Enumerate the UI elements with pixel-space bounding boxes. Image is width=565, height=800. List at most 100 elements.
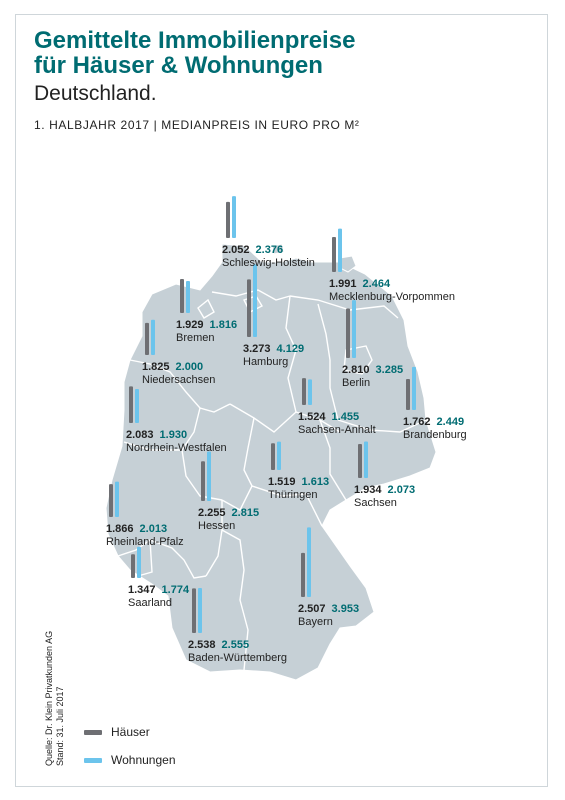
- value-wohnungen: 1.816: [209, 319, 238, 331]
- value-wohnungen: 3.285: [375, 364, 404, 376]
- region-values: 1.519 1.613: [268, 476, 329, 489]
- border-he-bw: [205, 500, 223, 577]
- value-wohnungen: 3.953: [331, 603, 360, 615]
- region-values: 1.347 1.774: [128, 584, 189, 597]
- legend-item-wohnungen: Wohnungen: [84, 752, 176, 768]
- region-name: Hessen: [198, 520, 236, 532]
- region-values: 1.762 2.449: [403, 416, 467, 429]
- value-haeuser: 1.524: [298, 411, 326, 423]
- value-wohnungen: 2.013: [139, 523, 168, 535]
- legend-label-haeuser: Häuser: [111, 725, 150, 739]
- value-wohnungen: 1.774: [161, 584, 190, 596]
- bar-haeuser-sachsen-anhalt: [302, 378, 306, 405]
- value-wohnungen: 2.376: [255, 244, 284, 256]
- border-rp-bw: [149, 539, 207, 579]
- region-label-schleswig-holstein: 2.052 2.376 Schleswig-Holstein: [222, 244, 315, 270]
- value-wohnungen: 1.613: [301, 476, 330, 488]
- value-haeuser: 2.255: [198, 507, 226, 519]
- region-values: 3.273 4.129: [243, 343, 304, 356]
- legend-item-haeuser: Häuser: [84, 724, 176, 740]
- border-st-bb: [317, 303, 339, 421]
- border-bw-by: [221, 529, 249, 671]
- region-name: Bremen: [176, 332, 215, 344]
- title: Gemittelte Immobilienpreise für Häuser &…: [34, 28, 355, 78]
- bar-haeuser-schleswig-holstein: [226, 201, 230, 238]
- bar-wohnungen-mecklenburg-vorpommen: [338, 228, 342, 272]
- bar-haeuser-bayern: [301, 552, 305, 597]
- bar-haeuser-nordrhein-westfalen: [129, 386, 133, 423]
- value-wohnungen: 2.073: [387, 484, 416, 496]
- region-name: Saarland: [128, 597, 173, 609]
- bar-wohnungen-sachsen-anhalt: [308, 379, 312, 405]
- bar-haeuser-hamburg: [247, 279, 251, 337]
- legend: Häuser Wohnungen: [84, 724, 176, 780]
- value-haeuser: 1.991: [329, 278, 357, 290]
- region-label-niedersachsen: 1.825 2.000 Niedersachsen: [142, 361, 215, 387]
- bar-wohnungen-saarland: [137, 546, 141, 578]
- period-unit-line: 1. HALBJAHR 2017 | MEDIANPREIS IN EURO P…: [34, 118, 360, 132]
- region-label-bremen: 1.929 1.816 Bremen: [176, 319, 237, 345]
- value-haeuser: 3.273: [243, 343, 271, 355]
- bar-wohnungen-schleswig-holstein: [232, 196, 236, 238]
- source-line-2: Stand: 31. Juli 2017: [55, 686, 65, 766]
- region-values: 2.083 1.930: [126, 429, 227, 442]
- region-name: Niedersachsen: [142, 374, 216, 386]
- title-line-2: für Häuser & Wohnungen: [34, 52, 323, 79]
- value-haeuser: 1.866: [106, 523, 134, 535]
- value-haeuser: 2.810: [342, 364, 370, 376]
- bar-haeuser-saarland: [131, 554, 135, 578]
- value-haeuser: 1.519: [268, 476, 296, 488]
- region-values: 2.255 2.815: [198, 507, 259, 520]
- border-ni-st: [285, 295, 297, 413]
- region-label-sachsen: 1.934 2.073 Sachsen: [354, 484, 415, 510]
- bar-wohnungen-hessen: [207, 451, 211, 501]
- region-values: 1.825 2.000: [142, 361, 215, 374]
- value-wohnungen: 2.555: [221, 639, 250, 651]
- bar-wohnungen-bayern: [307, 527, 311, 597]
- bar-wohnungen-baden-württemberg: [198, 588, 202, 633]
- bar-haeuser-niedersachsen: [145, 322, 149, 355]
- region-label-nordrhein-westfalen: 2.083 1.930 Nordrhein-Westfalen: [126, 429, 227, 455]
- region-label-brandenburg: 1.762 2.449 Brandenburg: [403, 416, 467, 442]
- value-haeuser: 2.052: [222, 244, 250, 256]
- region-name: Berlin: [342, 377, 371, 389]
- title-line-1: Gemittelte Immobilienpreise: [34, 27, 356, 54]
- bar-wohnungen-rheinland-pfalz: [115, 481, 119, 517]
- bar-wohnungen-sachsen: [364, 441, 368, 478]
- region-label-hamburg: 3.273 4.129 Hamburg: [243, 343, 304, 369]
- border-he-th: [243, 417, 255, 487]
- region-name: Bayern: [298, 616, 333, 628]
- value-wohnungen: 2.000: [175, 361, 204, 373]
- legend-swatch-haeuser: [84, 729, 102, 735]
- bar-wohnungen-brandenburg: [412, 366, 416, 410]
- region-label-berlin: 2.810 3.285 Berlin: [342, 364, 403, 390]
- bar-haeuser-thüringen: [271, 443, 275, 470]
- bar-wohnungen-bremen: [186, 281, 190, 313]
- value-wohnungen: 2.449: [436, 416, 465, 428]
- value-wohnungen: 1.930: [159, 429, 188, 441]
- card-frame: [15, 14, 548, 787]
- border-ni-he-th: [229, 403, 341, 433]
- region-values: 1.866 2.013: [106, 523, 184, 536]
- value-haeuser: 1.929: [176, 319, 204, 331]
- value-haeuser: 2.083: [126, 429, 154, 441]
- legend-label-wohnungen: Wohnungen: [111, 753, 176, 767]
- bar-haeuser-rheinland-pfalz: [109, 484, 113, 517]
- border-berlin: [343, 345, 373, 375]
- bar-haeuser-bremen: [180, 279, 184, 313]
- bar-wohnungen-berlin: [352, 300, 356, 358]
- region-label-saarland: 1.347 1.774 Saarland: [128, 584, 189, 610]
- bar-haeuser-brandenburg: [406, 378, 410, 410]
- region-name: Sachsen: [354, 497, 397, 509]
- region-values: 1.929 1.816: [176, 319, 237, 332]
- region-name: Baden-Württemberg: [188, 652, 288, 664]
- source-line-1: Quelle: Dr. Klein Privatkunden AG: [44, 630, 54, 766]
- region-label-baden-württemberg: 2.538 2.555 Baden-Württemberg: [188, 639, 287, 665]
- subtitle: Deutschland.: [34, 82, 157, 105]
- region-values: 1.934 2.073: [354, 484, 415, 497]
- value-haeuser: 2.538: [188, 639, 216, 651]
- region-label-bayern: 2.507 3.953 Bayern: [298, 603, 359, 629]
- border-nw-rp: [123, 441, 182, 451]
- region-label-hessen: 2.255 2.815 Hessen: [198, 507, 259, 533]
